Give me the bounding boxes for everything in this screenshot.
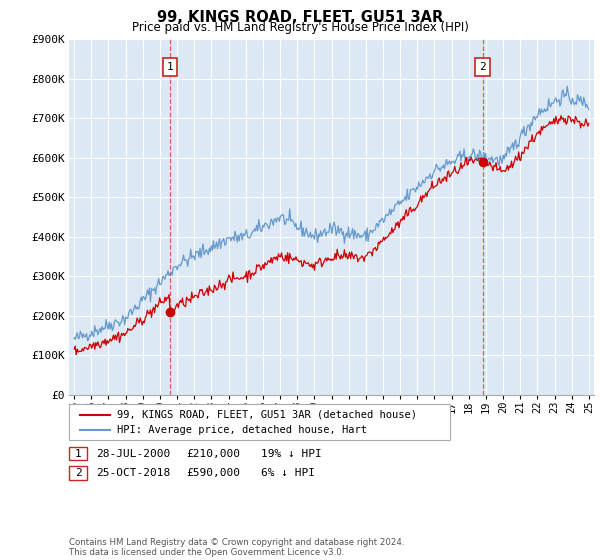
Text: 2: 2 [479,62,486,72]
Text: 1: 1 [167,62,173,72]
Text: 99, KINGS ROAD, FLEET, GU51 3AR: 99, KINGS ROAD, FLEET, GU51 3AR [157,10,443,25]
Text: 28-JUL-2000: 28-JUL-2000 [96,449,170,459]
Text: 2: 2 [74,468,82,478]
Text: Price paid vs. HM Land Registry's House Price Index (HPI): Price paid vs. HM Land Registry's House … [131,21,469,34]
Text: £210,000: £210,000 [186,449,240,459]
Text: 99, KINGS ROAD, FLEET, GU51 3AR (detached house): 99, KINGS ROAD, FLEET, GU51 3AR (detache… [117,410,417,420]
Text: HPI: Average price, detached house, Hart: HPI: Average price, detached house, Hart [117,424,367,435]
Text: 6% ↓ HPI: 6% ↓ HPI [261,468,315,478]
Text: 19% ↓ HPI: 19% ↓ HPI [261,449,322,459]
Text: 25-OCT-2018: 25-OCT-2018 [96,468,170,478]
Text: £590,000: £590,000 [186,468,240,478]
Text: Contains HM Land Registry data © Crown copyright and database right 2024.
This d: Contains HM Land Registry data © Crown c… [69,538,404,557]
Text: 1: 1 [74,449,82,459]
